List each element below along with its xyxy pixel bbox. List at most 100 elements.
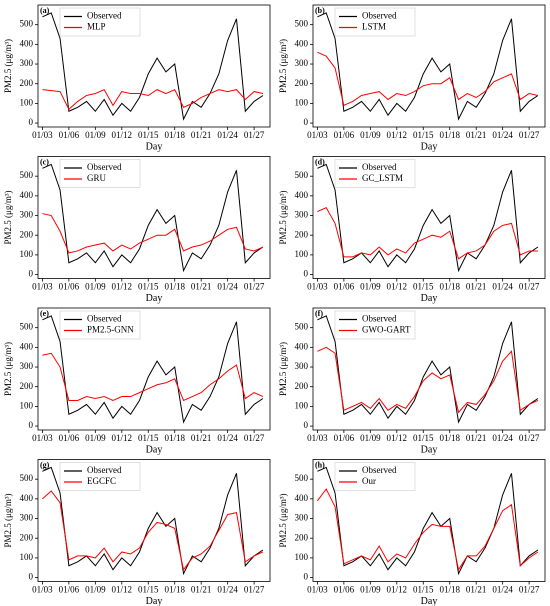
x-tick-label: 01/27 — [244, 282, 265, 292]
y-tick-label: 200 — [295, 532, 309, 542]
y-tick-label: 0 — [304, 420, 309, 430]
panel-label: (h) — [315, 460, 325, 469]
x-tick-label: 01/12 — [387, 433, 408, 443]
x-tick-label: 01/06 — [334, 282, 355, 292]
x-tick-label: 01/24 — [217, 282, 238, 292]
y-tick-label: 0 — [304, 269, 309, 279]
y-tick-label: 500 — [295, 170, 309, 180]
legend-box — [334, 159, 416, 188]
x-tick-label: 01/12 — [112, 585, 133, 595]
plot-frame — [37, 156, 271, 279]
plot-frame — [312, 156, 546, 279]
x-tick-label: 01/06 — [334, 433, 355, 443]
panel-label: (a) — [40, 6, 50, 15]
y-tick-label: 500 — [295, 19, 309, 29]
y-tick-label: 300 — [20, 513, 34, 523]
x-tick-label: 01/03 — [307, 282, 328, 292]
y-tick-label: 500 — [20, 322, 34, 332]
y-tick-label: 400 — [20, 341, 34, 351]
y-tick-label: 200 — [295, 78, 309, 88]
x-tick-label: 01/21 — [191, 282, 212, 292]
x-tick-label: 01/24 — [492, 585, 513, 595]
plot-frame — [37, 459, 271, 582]
x-tick-label: 01/03 — [32, 585, 53, 595]
y-tick-label: 300 — [20, 210, 34, 220]
x-tick-label: 01/06 — [59, 585, 80, 595]
legend-label: Observed — [87, 162, 122, 172]
x-axis-title: Day — [421, 596, 438, 606]
series-line — [317, 163, 539, 273]
y-tick-label: 100 — [20, 552, 34, 562]
series-line — [42, 466, 264, 576]
x-axis-title: Day — [146, 141, 163, 152]
legend-label: Observed — [87, 314, 122, 324]
plot-frame — [37, 307, 271, 431]
legend-box — [334, 7, 416, 37]
x-tick-label: 01/09 — [85, 130, 106, 140]
series-line — [317, 12, 539, 121]
y-tick-label: 100 — [295, 552, 309, 562]
x-tick-label: 01/09 — [85, 585, 106, 595]
legend-box — [59, 7, 141, 37]
y-tick-label: 400 — [20, 190, 34, 200]
x-tick-label: 01/06 — [334, 585, 355, 595]
y-tick-label: 200 — [20, 532, 34, 542]
y-tick-label: 0 — [29, 420, 34, 430]
x-tick-label: 01/09 — [360, 433, 381, 443]
x-tick-label: 01/27 — [519, 282, 540, 292]
x-tick-label: 01/15 — [413, 585, 434, 595]
x-tick-label: 01/03 — [32, 433, 53, 443]
legend-label: Observed — [87, 465, 122, 475]
x-tick-label: 01/15 — [138, 282, 159, 292]
x-tick-label: 01/12 — [112, 130, 133, 140]
x-tick-label: 01/24 — [217, 433, 238, 443]
panel-label: (g) — [40, 460, 50, 469]
y-axis-title: PM2.5 (μg/m³) — [3, 493, 13, 547]
y-tick-label: 400 — [295, 38, 309, 48]
series-line — [317, 51, 539, 107]
y-tick-label: 200 — [295, 381, 309, 391]
x-tick-label: 01/12 — [387, 585, 408, 595]
legend-label: GC_LSTM — [362, 173, 403, 183]
legend-label: GRU — [87, 173, 107, 183]
y-tick-label: 300 — [20, 361, 34, 371]
x-tick-label: 01/27 — [519, 433, 540, 443]
x-tick-label: 01/15 — [138, 585, 159, 595]
y-axis-title: PM2.5 (μg/m³) — [3, 342, 13, 396]
legend-label: Observed — [362, 465, 397, 475]
x-tick-label: 01/15 — [138, 433, 159, 443]
plot-frame — [37, 4, 271, 128]
x-tick-label: 01/27 — [244, 130, 265, 140]
x-axis-title: Day — [421, 444, 438, 455]
series-line — [42, 163, 264, 273]
x-tick-label: 01/27 — [244, 585, 265, 595]
y-tick-label: 200 — [20, 229, 34, 239]
y-axis-title: PM2.5 (μg/m³) — [3, 39, 13, 93]
x-tick-label: 01/21 — [191, 585, 212, 595]
series-line — [42, 12, 264, 121]
x-tick-label: 01/06 — [59, 433, 80, 443]
x-tick-label: 01/27 — [519, 130, 540, 140]
y-tick-label: 0 — [29, 117, 34, 127]
legend-label: PM2.5-GNN — [87, 325, 134, 335]
y-axis-title: PM2.5 (μg/m³) — [278, 493, 288, 547]
x-tick-label: 01/24 — [217, 585, 238, 595]
legend-box — [59, 159, 141, 188]
y-tick-label: 100 — [20, 97, 34, 107]
panel-label: (d) — [315, 157, 325, 166]
x-tick-label: 01/27 — [519, 585, 540, 595]
legend-label: Observed — [362, 11, 397, 21]
x-tick-label: 01/06 — [59, 282, 80, 292]
y-tick-label: 400 — [20, 38, 34, 48]
legend-label: Observed — [362, 162, 397, 172]
x-tick-label: 01/21 — [466, 433, 487, 443]
x-tick-label: 01/24 — [217, 130, 238, 140]
y-tick-label: 300 — [295, 513, 309, 523]
x-tick-label: 01/21 — [466, 585, 487, 595]
y-tick-label: 400 — [20, 493, 34, 503]
legend-label: EGCFC — [87, 476, 116, 486]
y-tick-label: 400 — [295, 190, 309, 200]
series-line — [317, 315, 539, 424]
y-axis-title: PM2.5 (μg/m³) — [3, 190, 13, 244]
